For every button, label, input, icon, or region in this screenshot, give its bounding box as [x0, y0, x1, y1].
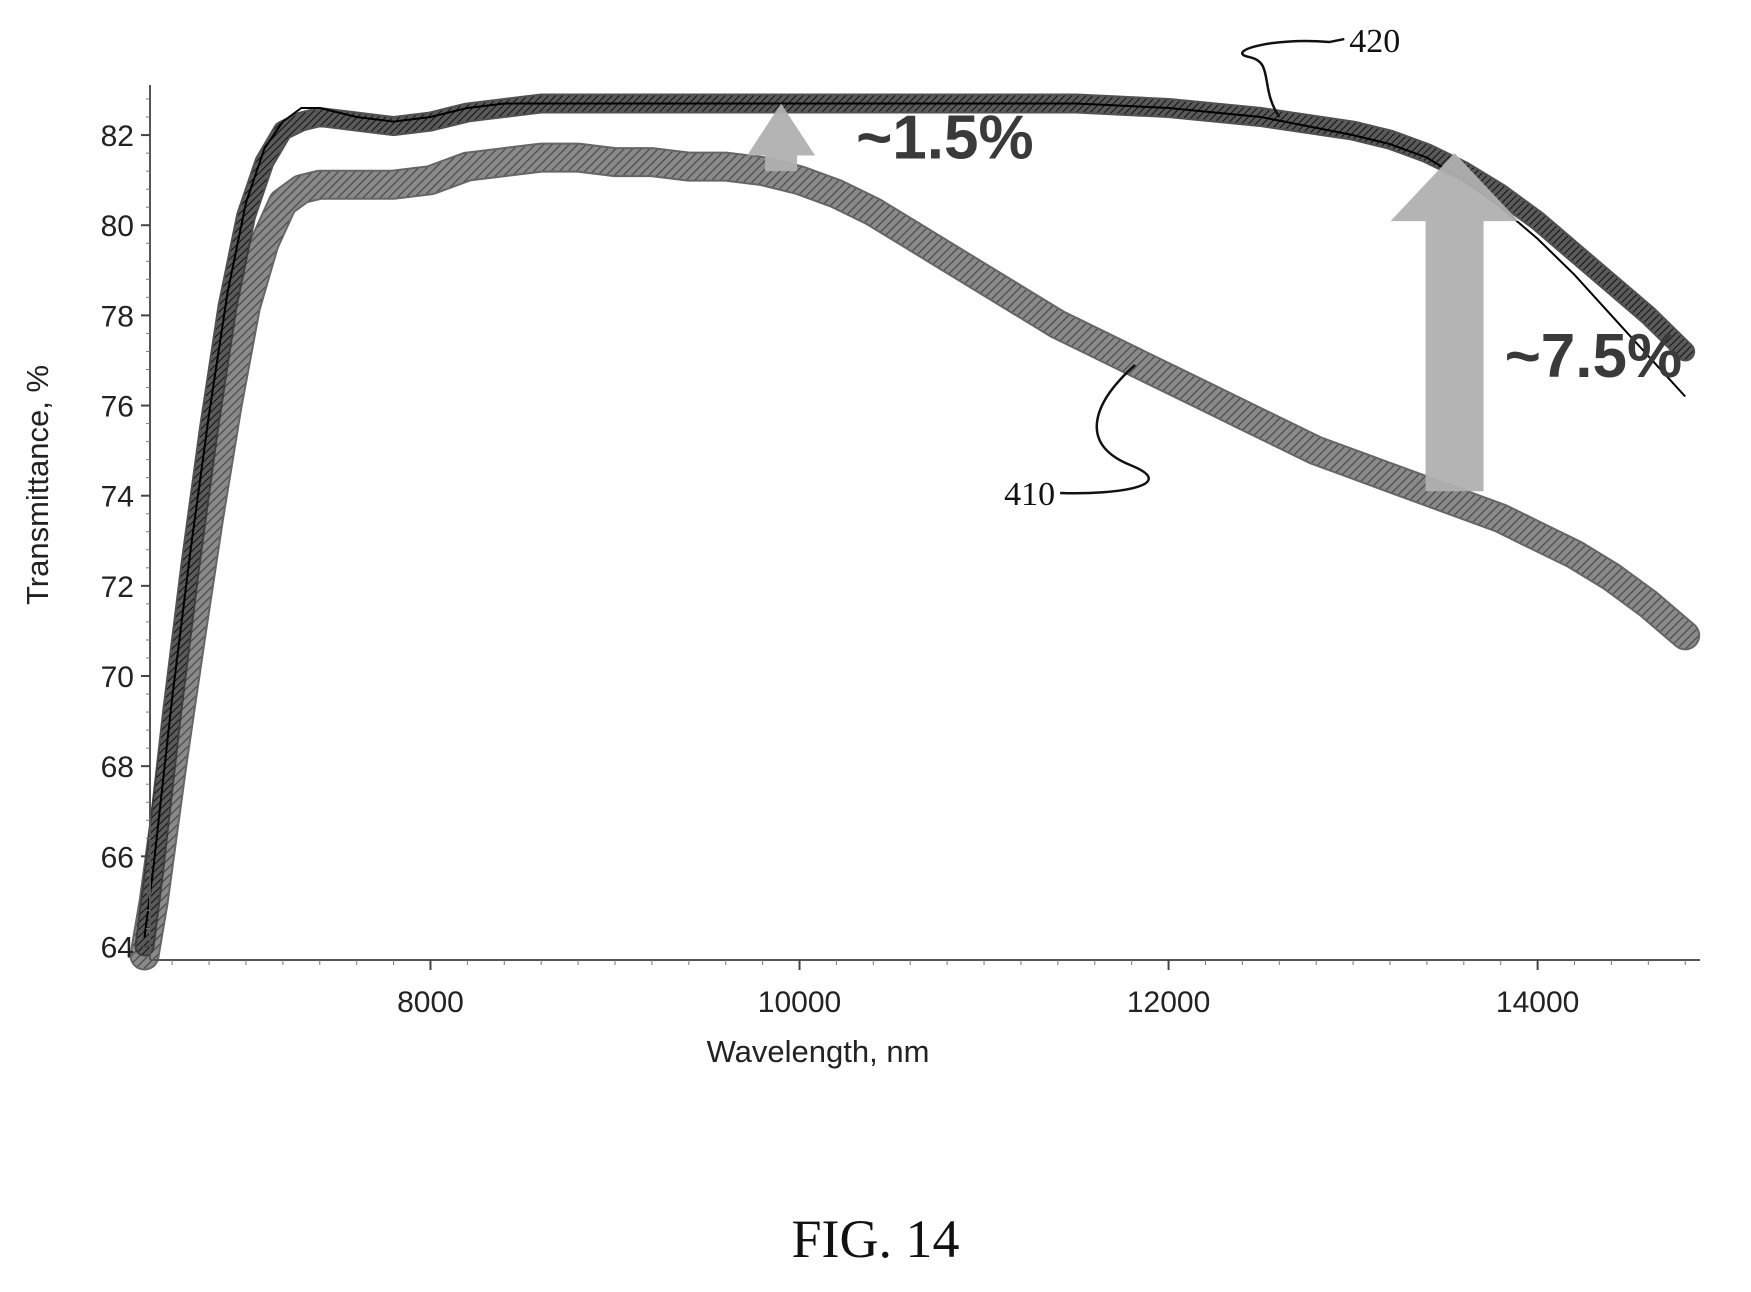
y-tick-label: 78	[101, 300, 134, 333]
x-tick-label: 10000	[758, 986, 841, 1019]
x-tick-label: 14000	[1496, 986, 1579, 1019]
y-tick-label: 76	[101, 391, 134, 424]
y-axis-title: Transmittance, %	[20, 365, 55, 605]
y-tick-label: 82	[101, 120, 134, 153]
y-tick-label: 64	[101, 931, 134, 964]
callout-410-leader	[1060, 364, 1150, 495]
plot-area: ~1.5% ~7.5% 410 420	[129, 23, 1701, 971]
delta-arrow	[747, 103, 816, 172]
delta-label: ~1.5%	[856, 104, 1034, 173]
x-axis-title: Wavelength, nm	[707, 1034, 930, 1069]
callout-420-leader	[1241, 37, 1345, 118]
callout-420-label: 420	[1349, 23, 1400, 60]
y-tick-label: 80	[101, 210, 134, 243]
y-tick-label: 70	[101, 661, 134, 694]
y-tick-label: 66	[101, 841, 134, 874]
figure-caption: FIG. 14	[791, 1209, 960, 1269]
x-tick-label: 12000	[1127, 986, 1210, 1019]
x-tick-label: 8000	[397, 986, 464, 1019]
delta-label: ~7.5%	[1505, 322, 1683, 391]
axes: 64 66 68 70 72 74 76 78 80 82 8000 10000 12000 14000	[101, 85, 1700, 1019]
y-tick-label: 74	[101, 481, 134, 514]
y-tick-label: 68	[101, 751, 134, 784]
delta-arrow	[1390, 153, 1519, 492]
y-tick-label: 72	[101, 571, 134, 604]
series-410-line	[131, 144, 1699, 969]
callout-410-label: 410	[1004, 476, 1055, 513]
